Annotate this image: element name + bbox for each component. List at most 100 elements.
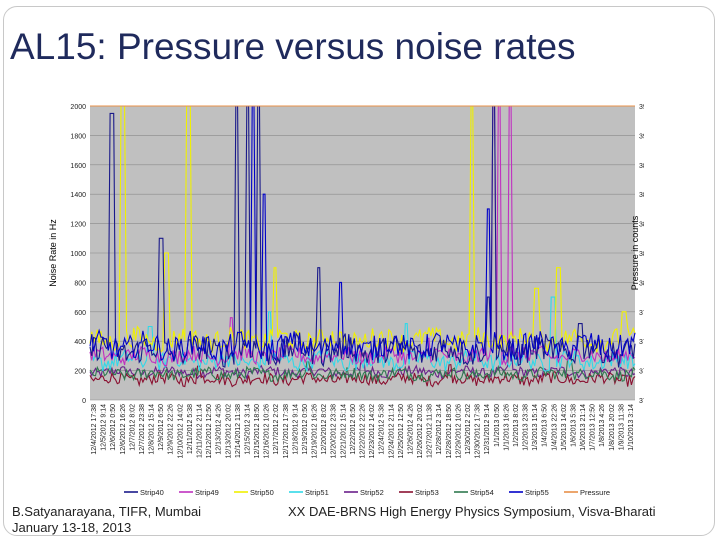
x-tick-label: 12/20/2012 23:38 — [331, 404, 338, 459]
legend-label: Strip53 — [415, 488, 439, 497]
x-tick-label: 1/4/2013 22:26 — [551, 404, 558, 451]
legend-label: Strip50 — [250, 488, 274, 497]
footer-conference: XX DAE-BRNS High Energy Physics Symposiu… — [288, 504, 656, 519]
y2-tick-label: 377 — [639, 339, 644, 346]
legend-label: Strip54 — [470, 488, 494, 497]
x-tick-label: 1/9/2013 11:38 — [618, 404, 625, 450]
x-tick-label: 12/19/2012 16:26 — [312, 404, 319, 459]
x-tick-label: 1/10/2013 3:14 — [628, 404, 635, 451]
x-tick-label: 12/19/2012 0:50 — [302, 404, 309, 455]
x-tick-label: 1/8/2013 4:26 — [599, 404, 606, 447]
x-tick-label: 12/11/2012 21:14 — [196, 404, 203, 458]
x-tick-label: 12/22/2012 22:26 — [360, 404, 367, 459]
x-tick-label: 12/20/2012 8:02 — [321, 404, 328, 455]
x-tick-label: 12/15/2012 3:14 — [244, 404, 251, 455]
x-tick-label: 12/28/2012 18:50 — [446, 404, 453, 459]
x-tick-label: 12/26/2012 4:26 — [407, 404, 414, 455]
x-tick-label: 12/27/2012 11:38 — [427, 404, 434, 458]
y-tick-label: 400 — [74, 339, 86, 346]
series-lines — [89, 105, 636, 388]
x-tick-label: 1/5/2013 14:02 — [561, 404, 568, 451]
x-tick-label: 12/24/2012 5:38 — [379, 404, 386, 455]
y2-tick-label: 373 — [639, 398, 644, 405]
x-tick-label: 12/17/2012 17:38 — [283, 404, 290, 459]
y2-tick-label: 391 — [639, 133, 644, 140]
y-tick-label: 200 — [74, 369, 86, 376]
x-tick-label: 1/1/2013 16:26 — [503, 404, 510, 451]
x-tick-label: 12/5/2012 9:14 — [101, 404, 108, 451]
x-tick-label: 12/7/2012 8:02 — [129, 404, 136, 451]
noise-pressure-chart: 0 200 400 600 800 1000 1200 1400 1600 1800 2000 37… — [48, 104, 644, 497]
series-line-strip52 — [89, 346, 636, 381]
y-tick-label: 800 — [74, 280, 86, 287]
y-tick-label: 1400 — [70, 192, 86, 199]
y-tick-label: 1600 — [70, 163, 86, 170]
x-tick-label: 12/21/2012 15:14 — [340, 404, 347, 459]
x-tick-label: 12/6/2012 16:26 — [120, 404, 127, 455]
x-tick-label: 12/18/2012 9:14 — [292, 404, 299, 455]
legend-label: Pressure — [580, 488, 610, 497]
x-tick-label: 12/11/2012 5:38 — [187, 404, 194, 454]
series-line-strip55 — [89, 105, 636, 362]
x-tick-label: 12/9/2012 6:50 — [158, 404, 165, 451]
slide-title: AL15: Pressure versus noise rates — [10, 26, 576, 67]
x-tick-label: 12/26/2012 20:02 — [417, 404, 424, 459]
legend-label: Strip49 — [195, 488, 219, 497]
series-line-strip54 — [89, 358, 636, 384]
slide-frame — [3, 6, 715, 536]
x-tick-label: 12/23/2012 14:02 — [369, 404, 376, 459]
y-tick-label: 1000 — [70, 251, 86, 258]
series-line-strip51 — [89, 296, 636, 373]
y-tick-label: 1800 — [70, 133, 86, 140]
x-tick-label: 12/14/2012 11:38 — [235, 404, 242, 458]
x-tick-label: 1/6/2013 5:38 — [570, 404, 577, 447]
y2-axis-label: Pressure in counts — [630, 215, 640, 290]
x-tick-label: 12/17/2012 2:02 — [273, 404, 280, 455]
x-tick-label: 12/8/2012 15:14 — [149, 404, 156, 455]
x-tick-label: 12/7/2012 23:38 — [139, 404, 146, 455]
right-axis-ticks: 373 375 377 379 381 383 385 387 389 391 393 — [639, 104, 644, 405]
legend-label: Strip40 — [140, 488, 164, 497]
y-tick-label: 2000 — [70, 104, 86, 111]
x-tick-label: 12/4/2012 17:38 — [91, 404, 98, 455]
x-tick-label: 1/1/2013 0:50 — [494, 404, 501, 447]
x-tick-label: 12/31/2012 9:14 — [484, 404, 491, 455]
x-tick-label: 1/4/2013 6:50 — [542, 404, 549, 447]
y2-tick-label: 387 — [639, 192, 644, 199]
x-tick-label: 12/16/2012 10:26 — [264, 404, 271, 459]
y2-tick-label: 375 — [639, 369, 644, 376]
x-tick-label: 1/2/2013 23:38 — [523, 404, 530, 451]
footer-author: B.Satyanarayana, TIFR, Mumbai — [12, 504, 202, 519]
y2-tick-label: 379 — [639, 310, 644, 317]
x-tick-label: 1/8/2013 20:02 — [609, 404, 616, 451]
x-tick-label: 1/6/2013 21:14 — [580, 404, 587, 451]
y-tick-label: 600 — [74, 310, 86, 317]
y2-tick-label: 389 — [639, 163, 644, 170]
series-line-strip53 — [89, 364, 636, 388]
legend-label: Strip51 — [305, 488, 329, 497]
x-tick-label: 12/24/2012 21:14 — [388, 404, 395, 459]
x-axis-ticks: 12/4/2012 17:38 12/5/2012 9:14 12/6/2012 0… — [91, 404, 635, 459]
x-tick-label: 12/30/2012 2:02 — [465, 404, 472, 455]
y-axis-label: Noise Rate in Hz — [48, 219, 58, 287]
x-tick-label: 12/9/2012 22:26 — [168, 404, 175, 455]
legend: Strip40 Strip49 Strip50 Strip51 Strip52 Strip… — [124, 488, 610, 497]
x-tick-label: 12/30/2012 17:38 — [475, 404, 482, 459]
x-tick-label: 12/13/2012 4:26 — [216, 404, 223, 455]
y2-tick-label: 381 — [639, 280, 644, 287]
legend-label: Strip55 — [525, 488, 549, 497]
x-tick-label: 12/29/2012 10:26 — [455, 404, 462, 459]
x-tick-label: 12/22/2012 6:50 — [350, 404, 357, 455]
left-axis-ticks: 0 200 400 600 800 1000 1200 1400 1600 1800 2000 — [70, 104, 86, 405]
x-tick-label: 1/7/2013 12:50 — [590, 404, 597, 451]
footer-date: January 13-18, 2013 — [12, 520, 132, 535]
x-tick-label: 12/28/2012 3:14 — [436, 404, 443, 455]
legend-label: Strip52 — [360, 488, 384, 497]
y2-tick-label: 385 — [639, 222, 644, 229]
x-tick-label: 12/13/2012 20:02 — [225, 404, 232, 459]
x-tick-label: 12/25/2012 12:50 — [398, 404, 405, 459]
x-tick-label: 12/6/2012 0:50 — [110, 404, 117, 451]
footer-left: B.Satyanarayana, TIFR, Mumbai January 13… — [12, 504, 201, 536]
x-tick-label: 12/10/2012 14:02 — [177, 404, 184, 459]
y2-tick-label: 383 — [639, 251, 644, 258]
